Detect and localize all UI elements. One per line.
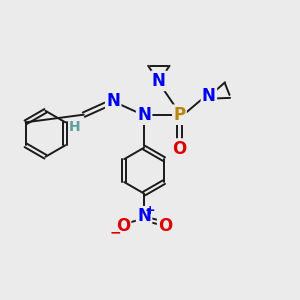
Text: H: H xyxy=(69,120,81,134)
Text: +: + xyxy=(145,205,155,218)
Text: N: N xyxy=(202,86,216,104)
Text: N: N xyxy=(137,207,151,225)
Text: N: N xyxy=(106,92,120,110)
Text: O: O xyxy=(158,217,172,235)
Text: −: − xyxy=(110,225,122,239)
Text: N: N xyxy=(137,106,151,124)
Text: O: O xyxy=(172,140,187,158)
Text: N: N xyxy=(152,72,166,90)
Text: O: O xyxy=(116,217,130,235)
Text: P: P xyxy=(173,106,185,124)
